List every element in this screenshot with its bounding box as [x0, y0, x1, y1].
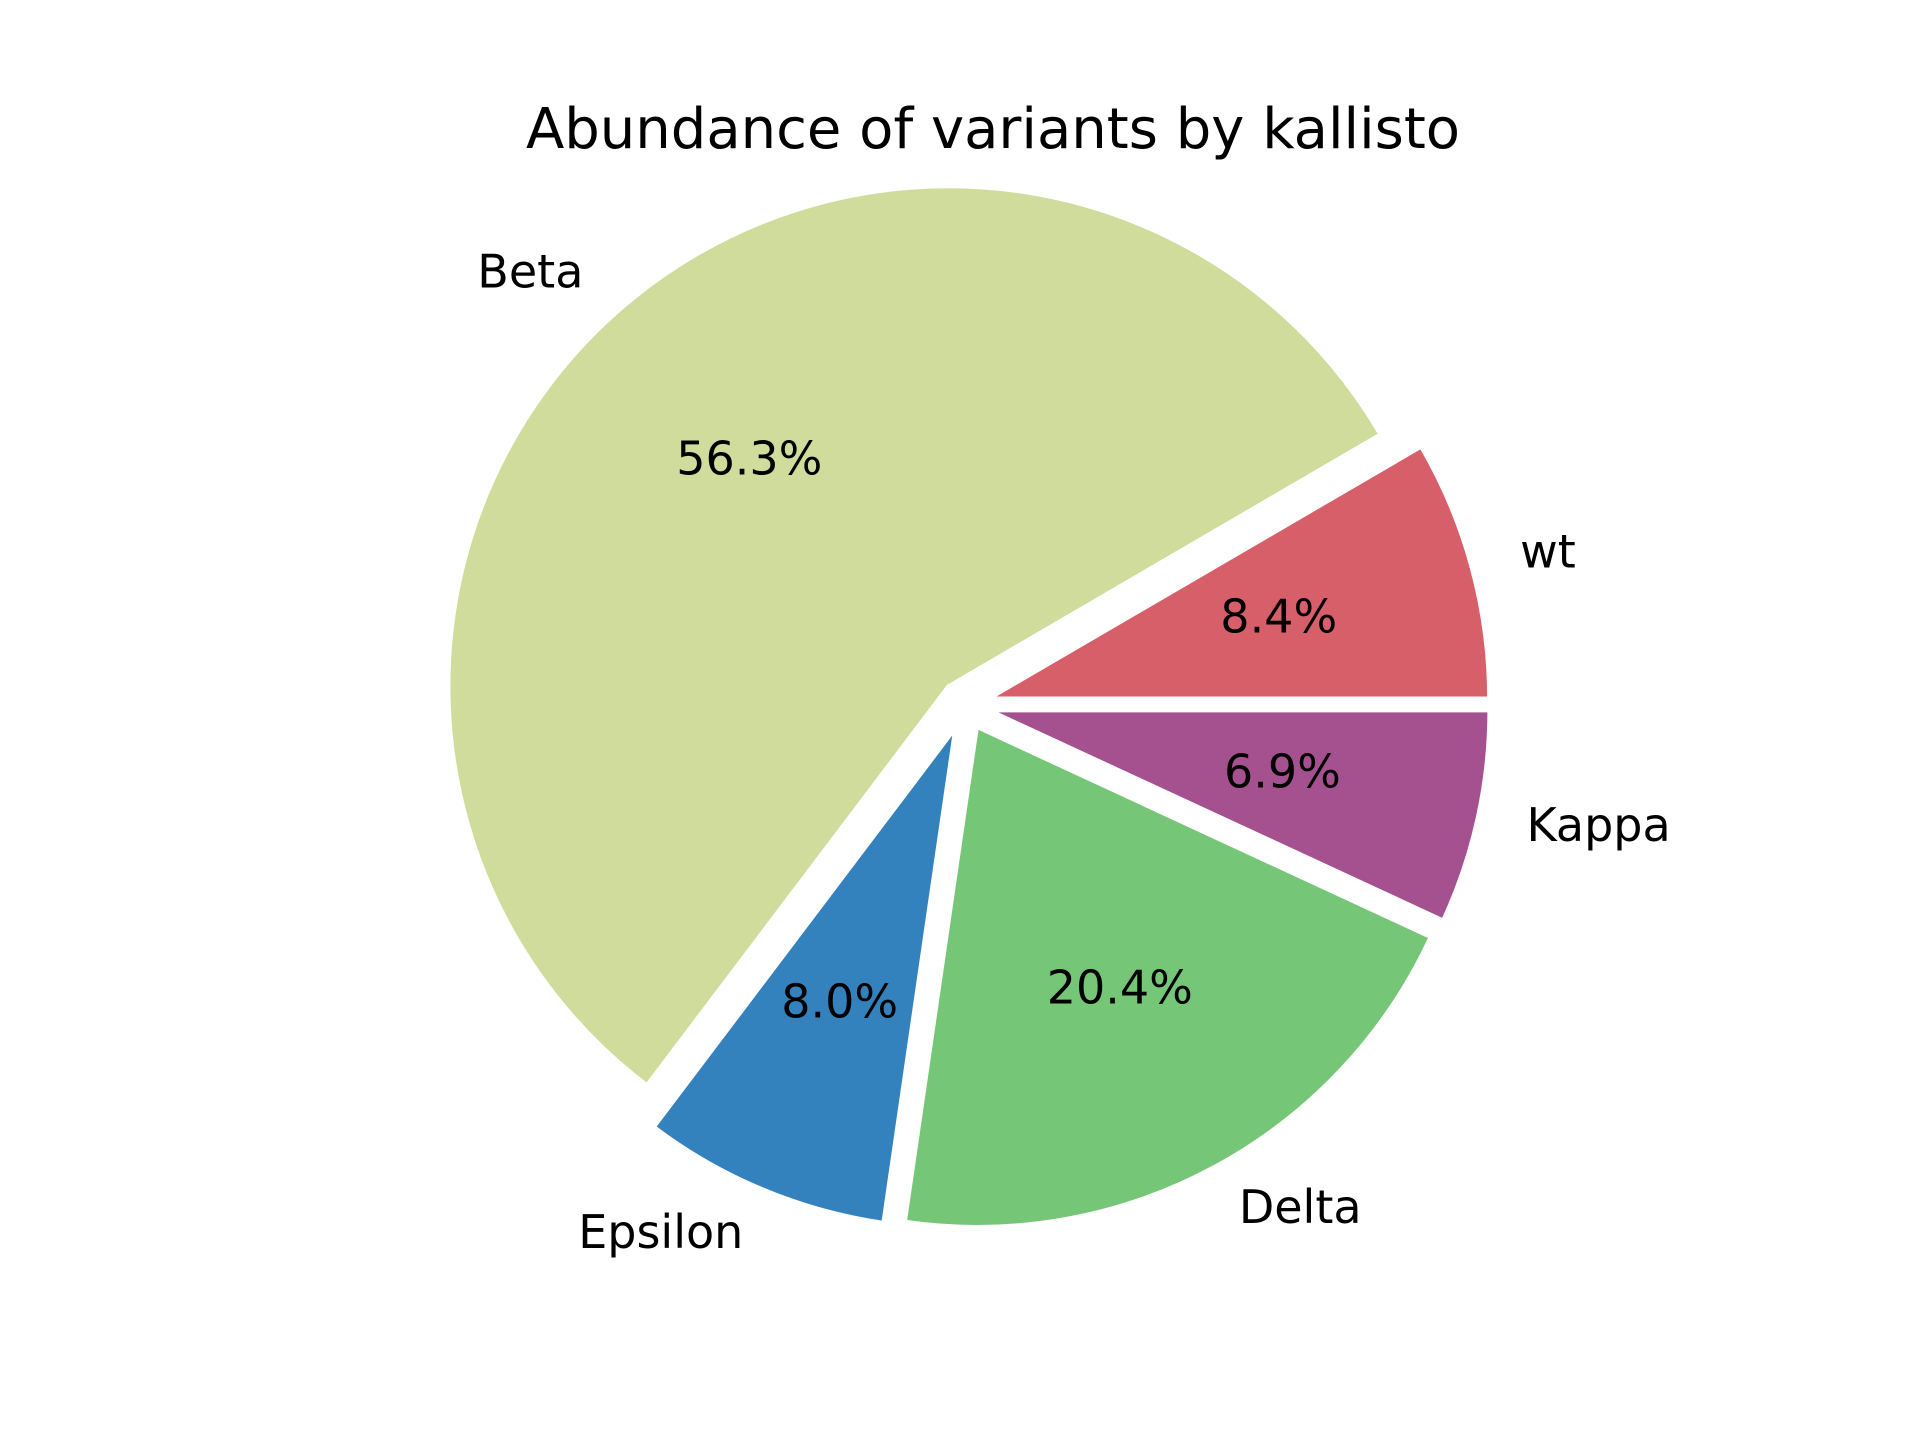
pie-slice-delta — [902, 724, 1434, 1229]
slice-percent-epsilon: 8.0% — [781, 974, 898, 1028]
slice-label-beta: Beta — [477, 244, 583, 298]
pie-wedges — [446, 184, 1492, 1229]
slice-label-wt: wt — [1520, 525, 1576, 579]
pie-slice-epsilon — [651, 726, 958, 1226]
slice-label-delta: Delta — [1239, 1180, 1362, 1234]
pie-slice-wt — [981, 443, 1492, 701]
slice-label-epsilon: Epsilon — [578, 1205, 743, 1259]
slice-percent-delta: 20.4% — [1047, 960, 1193, 1014]
pie-slice-beta — [446, 184, 1384, 1089]
slice-label-kappa: Kappa — [1527, 798, 1671, 852]
chart-title: Abundance of variants by kallisto — [526, 97, 1460, 162]
slice-percent-wt: 8.4% — [1220, 590, 1337, 644]
slice-percent-kappa: 6.9% — [1224, 744, 1341, 798]
pie-slice-kappa — [988, 708, 1492, 924]
pie-labels: wt 8.4% Beta 56.3% Epsilon 8.0% Delta 20.4% Kapp… — [477, 244, 1670, 1259]
slice-percent-beta: 56.3% — [676, 431, 822, 485]
